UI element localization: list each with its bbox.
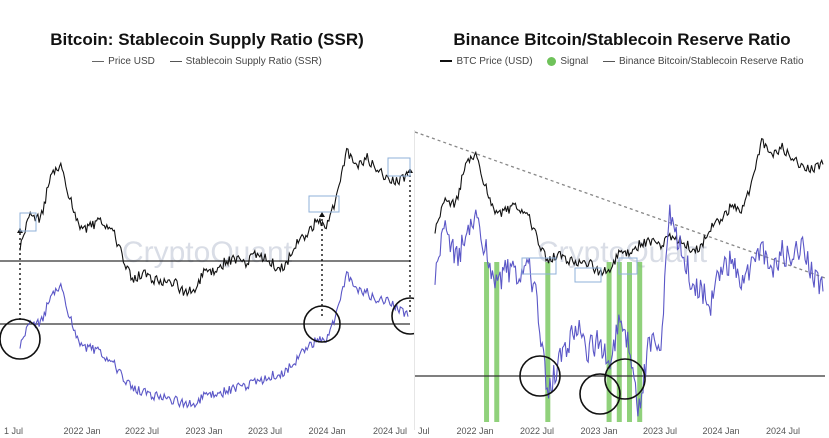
left-highlight-box-2 <box>387 157 411 177</box>
left-chart-plot: CryptoQuant 1 Jul 2022 Jan 2022 Jul 2023 Jan… <box>0 147 414 436</box>
right-x-tick-4: 2023 Jul <box>643 426 677 436</box>
right-highlight-box-2 <box>618 257 638 275</box>
right-x-tick-6: 2024 Jul <box>766 426 800 436</box>
right-highlight-box-1 <box>574 267 602 283</box>
right-signal-bar-4 <box>616 262 622 422</box>
left-highlight-box-1 <box>308 195 340 213</box>
legend-label-btc-price: BTC Price (USD) <box>456 56 533 67</box>
right-circle-2 <box>604 358 646 400</box>
panel-divider <box>414 130 415 430</box>
right-x-tick-5: 2024 Jan <box>702 426 739 436</box>
legend-item-signal[interactable]: Signal <box>547 56 588 67</box>
right-signal-bar-5 <box>627 262 632 422</box>
legend-swatch-ssr <box>169 60 182 62</box>
left-circle-2 <box>391 297 414 335</box>
right-circle-1 <box>579 373 621 415</box>
right-signal-bar-0 <box>484 262 490 422</box>
legend-item-price[interactable]: Price USD <box>92 56 155 67</box>
legend-label-reserve-ratio: Binance Bitcoin/Stablecoin Reserve Ratio <box>618 56 804 67</box>
right-chart-legend: BTC Price (USD) Signal Binance Bitcoin/S… <box>415 56 829 67</box>
legend-label-price: Price USD <box>108 56 155 67</box>
left-series-ratio <box>19 270 409 409</box>
left-chart-panel: Bitcoin: Stablecoin Supply Ratio (SSR) P… <box>0 0 414 438</box>
legend-item-ssr[interactable]: Stablecoin Supply Ratio (SSR) <box>169 56 322 67</box>
legend-item-reserve-ratio[interactable]: Binance Bitcoin/Stablecoin Reserve Ratio <box>602 56 804 67</box>
right-chart-panel: Binance Bitcoin/Stablecoin Reserve Ratio… <box>415 0 829 438</box>
left-chart-legend: Price USD Stablecoin Supply Ratio (SSR) <box>0 56 414 67</box>
right-signal-bar-3 <box>606 262 612 422</box>
left-x-tick-3: 2023 Jan <box>185 426 222 436</box>
left-highlight-box-0 <box>19 212 37 232</box>
right-series-price <box>434 137 824 277</box>
left-circle-0 <box>0 318 41 360</box>
legend-swatch-btc-price <box>440 60 453 63</box>
legend-item-btc-price[interactable]: BTC Price (USD) <box>440 56 533 67</box>
legend-swatch-price <box>92 60 105 62</box>
legend-swatch-signal <box>547 56 557 66</box>
right-x-tick-2: 2022 Jul <box>520 426 554 436</box>
right-x-tick-1: 2022 Jan <box>456 426 493 436</box>
left-arrow-head-1 <box>319 212 325 217</box>
right-x-tick-0: Jul <box>418 426 430 436</box>
legend-swatch-reserve-ratio <box>602 60 615 62</box>
left-watermark: CryptoQuant <box>122 236 293 269</box>
right-x-tick-3: 2023 Jan <box>580 426 617 436</box>
right-chart-title: Binance Bitcoin/Stablecoin Reserve Ratio <box>453 30 791 49</box>
right-circle-0 <box>519 355 561 397</box>
left-x-tick-4: 2023 Jul <box>248 426 282 436</box>
right-signal-bar-2 <box>545 262 551 422</box>
left-chart-title: Bitcoin: Stablecoin Supply Ratio (SSR) <box>50 30 364 49</box>
left-series-price <box>19 147 409 298</box>
right-highlight-box-0 <box>521 257 557 275</box>
left-x-tick-5: 2024 Jan <box>308 426 345 436</box>
left-x-tick-2: 2022 Jul <box>125 426 159 436</box>
left-x-tick-0: 1 Jul <box>4 426 23 436</box>
left-circle-1 <box>303 305 341 343</box>
right-series-ratio <box>434 204 824 417</box>
right-signal-bar-6 <box>637 262 643 422</box>
legend-label-signal: Signal <box>560 56 589 67</box>
right-signal-bar-1 <box>494 262 500 422</box>
left-x-tick-1: 2022 Jan <box>63 426 100 436</box>
legend-label-ssr: Stablecoin Supply Ratio (SSR) <box>185 56 322 67</box>
left-x-tick-6: 2024 Jul <box>373 426 407 436</box>
